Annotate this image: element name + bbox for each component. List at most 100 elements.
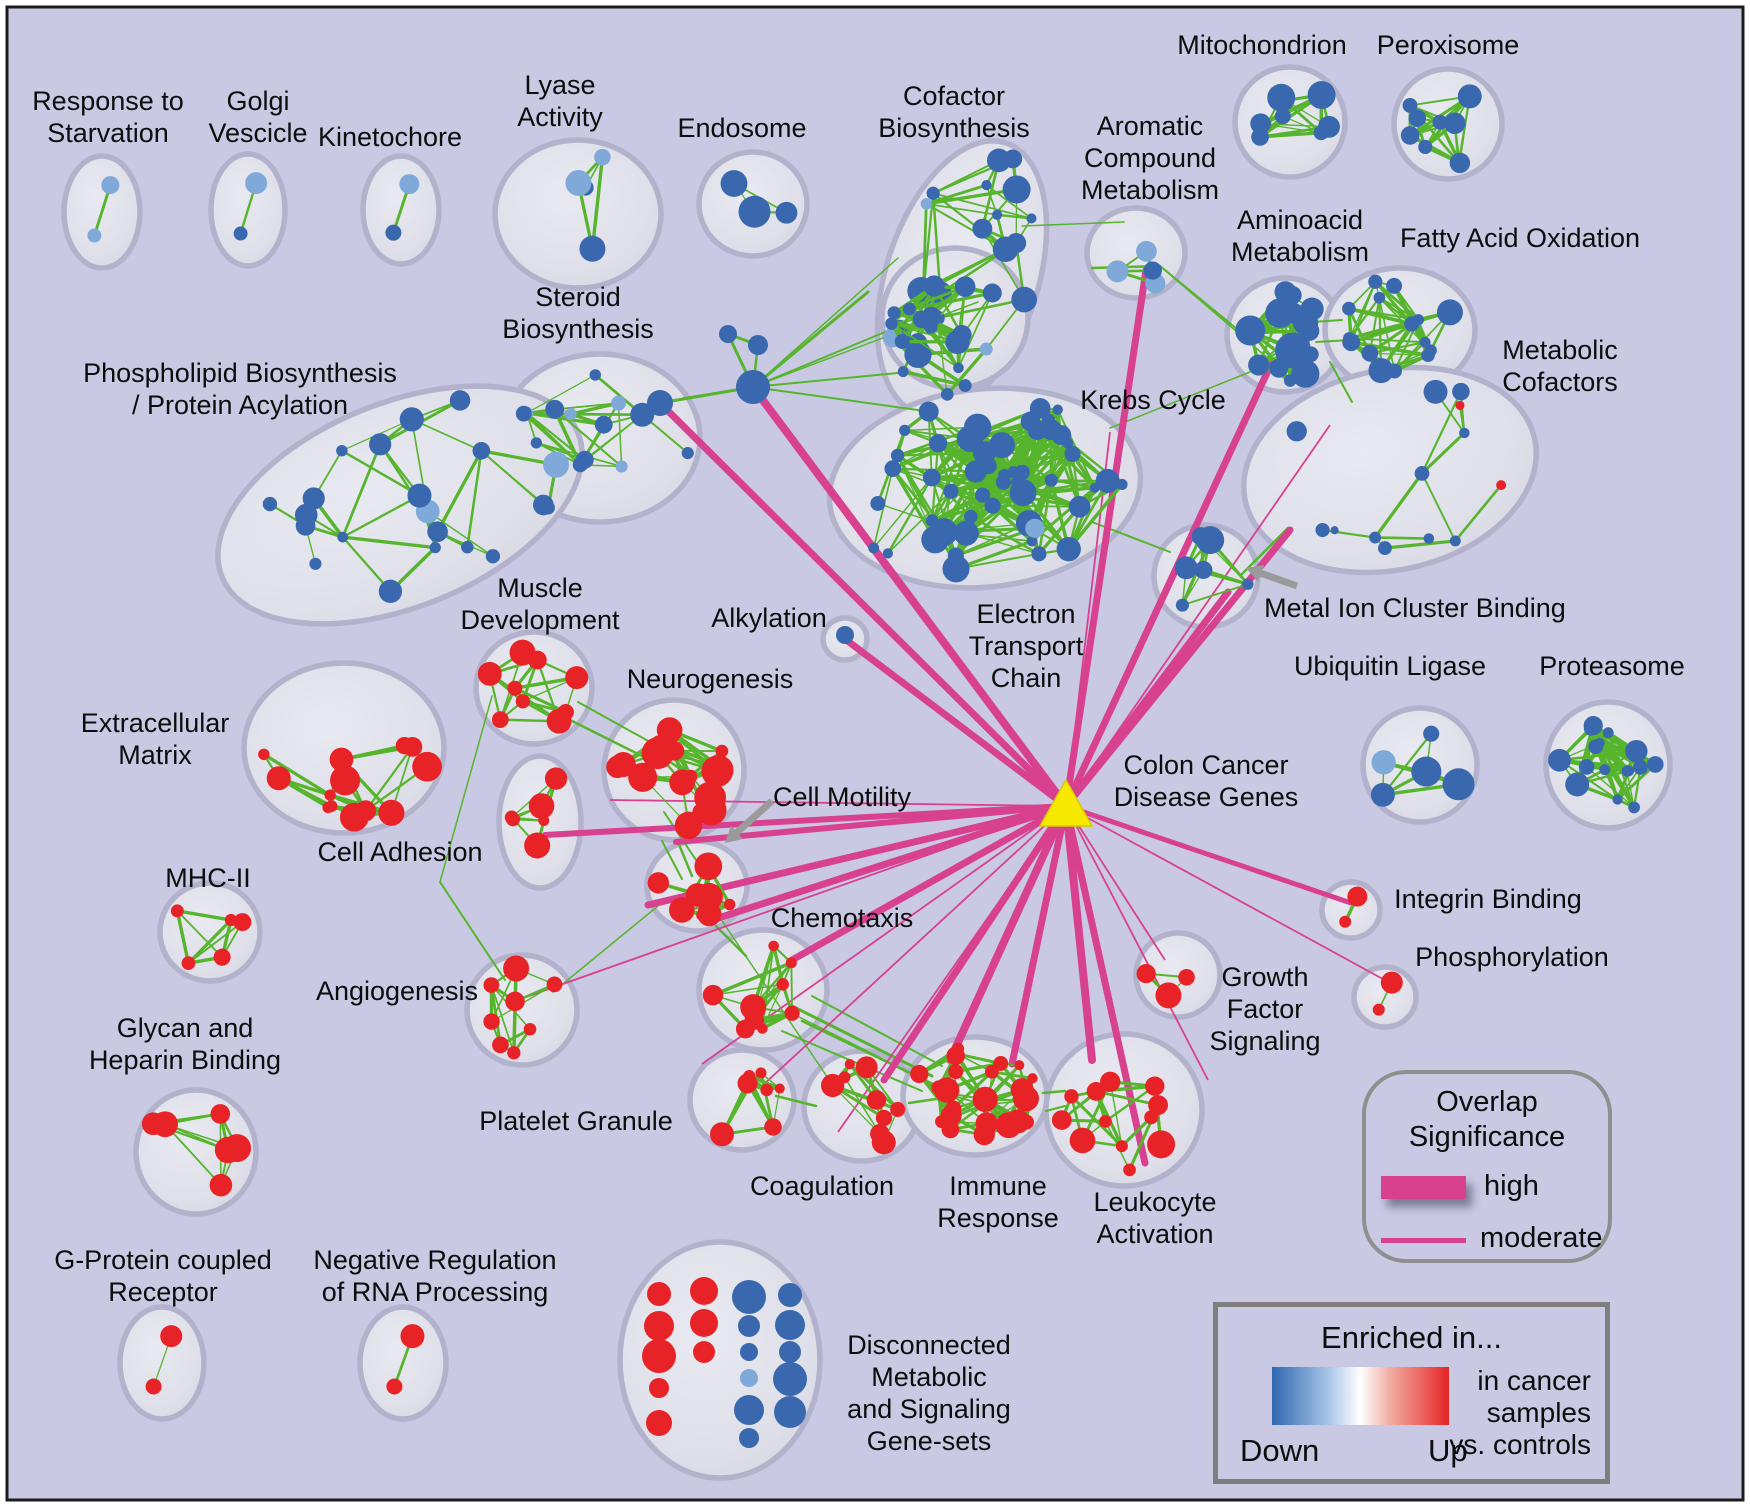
gene-set-node <box>1423 533 1435 544</box>
gene-set-node <box>1419 336 1431 348</box>
cluster-label-proteasome-line1: Proteasome <box>1539 651 1685 681</box>
gene-set-node <box>575 450 594 469</box>
gene-set-node <box>1292 310 1319 336</box>
overlap-edge-high <box>656 399 1070 810</box>
cluster-bubble-mhc-ii <box>157 880 263 984</box>
gene-set-node <box>1370 782 1395 807</box>
disconnected-gene-set-node <box>690 1277 718 1305</box>
cluster-nodes-phosphorylation <box>1372 971 1403 1016</box>
disconnected-gene-set-node <box>773 1362 807 1396</box>
cluster-nodes-coagulation <box>820 1056 906 1155</box>
gene-set-node <box>775 201 798 224</box>
cluster-label-glycan-heparin-binding-line2: Heparin Binding <box>89 1045 281 1075</box>
gene-set-node <box>694 781 727 814</box>
gene-set-node <box>1386 277 1403 294</box>
gene-set-node <box>935 1086 946 1098</box>
inter-cluster-edge <box>439 881 506 981</box>
cluster-nodes-chemotaxis <box>702 940 800 1039</box>
connector-node <box>719 325 737 343</box>
cluster-glycan-heparin-binding <box>141 1104 252 1197</box>
cluster-nodes-endosome <box>720 170 798 228</box>
gene-set-node <box>1628 801 1640 814</box>
gene-set-node <box>964 509 978 524</box>
gene-set-node <box>946 1046 965 1066</box>
overlap-edge-high <box>1062 802 1096 1064</box>
gene-set-node <box>1411 756 1442 787</box>
gene-set-node <box>1106 260 1129 283</box>
gene-set-edge <box>954 1061 1003 1074</box>
gene-set-edge <box>1585 766 1635 809</box>
gene-set-node <box>674 811 703 840</box>
gene-set-node <box>145 1378 162 1395</box>
gene-set-edge <box>924 187 1019 206</box>
cluster-nodes-growth-factor-signaling <box>1136 964 1195 1009</box>
gene-set-node <box>681 446 694 460</box>
gene-set-node <box>920 198 932 210</box>
cluster-nodes-mitochondrion <box>1250 81 1340 146</box>
inter-cluster-edge <box>1045 1105 1066 1112</box>
gene-set-node <box>386 1378 403 1395</box>
cluster-nodes-platelet-granule <box>710 1067 785 1147</box>
inter-cluster-edge <box>560 714 644 758</box>
gene-set-node <box>615 460 628 473</box>
gene-set-node <box>1010 1078 1034 1102</box>
cluster-label-lyase-activity-line2: Activity <box>517 102 603 132</box>
gene-set-edge <box>426 510 494 557</box>
gene-set-node <box>546 708 572 734</box>
gene-set-node <box>524 832 551 859</box>
gene-set-node <box>975 1112 998 1135</box>
gene-set-node <box>1402 97 1418 113</box>
gene-set-node <box>245 172 268 195</box>
gene-set-node <box>1361 344 1379 362</box>
overlap-edge-moderate <box>1065 805 1166 961</box>
gene-set-node <box>1330 526 1339 535</box>
cluster-integrin-binding <box>1339 886 1368 928</box>
cluster-nodes-muscle-development <box>477 639 589 734</box>
overlap-edge-high <box>1063 803 1354 906</box>
gene-set-node <box>369 433 392 456</box>
cluster-chemotaxis <box>702 940 800 1039</box>
gene-set-edge <box>985 184 1033 220</box>
gene-set-node <box>483 1013 500 1030</box>
gene-set-node <box>1449 535 1461 547</box>
gene-set-node <box>641 737 674 770</box>
gene-set-node <box>258 748 270 761</box>
gene-set-edge <box>925 202 1007 251</box>
high-significance-label: high <box>1484 1170 1539 1202</box>
cluster-label-angiogenesis: Angiogenesis <box>316 976 478 1006</box>
cluster-nodes-phospholipid-biosynthesis <box>262 390 570 604</box>
gene-set-node <box>1318 115 1340 138</box>
gene-set-node <box>984 1064 999 1079</box>
cluster-label-glycan-heparin-binding-line1: Glycan and <box>117 1013 254 1043</box>
cluster-response-to-starvation <box>87 176 120 243</box>
gene-set-node <box>1026 213 1037 224</box>
cluster-label-immune-response-line1: Immune <box>949 1171 1047 1201</box>
gene-set-node <box>885 317 898 330</box>
cluster-endosome <box>720 170 798 228</box>
gene-set-node <box>1147 1130 1176 1159</box>
gene-set-node <box>1014 1060 1025 1071</box>
cluster-label-chemotaxis: Chemotaxis <box>771 903 914 933</box>
disconnected-gene-set-node <box>732 1280 766 1314</box>
colon-cancer-disease-genes-label-line2: Disease Genes <box>1114 782 1299 812</box>
gene-set-node <box>1343 332 1356 345</box>
cluster-label-ubiquitin-ligase-line1: Ubiquitin Ligase <box>1294 651 1486 681</box>
cluster-label-alkylation: Alkylation <box>711 603 827 633</box>
gene-set-edge <box>790 961 794 1015</box>
cluster-label-electron-transport-chain-line3: Chain <box>991 663 1062 693</box>
inter-cluster-edge <box>661 840 683 880</box>
cluster-label-disconnected-gene-sets-line1: Disconnected <box>847 1330 1011 1360</box>
gene-set-node <box>1242 578 1254 590</box>
gene-set-node <box>948 1064 964 1080</box>
gene-set-node <box>1275 332 1312 369</box>
gene-set-node <box>160 1325 183 1348</box>
gene-set-node <box>958 379 972 392</box>
gene-set-node <box>1315 522 1330 538</box>
cluster-label-lyase-activity-line1: Lyase <box>524 70 595 100</box>
gene-set-node <box>1006 1109 1031 1134</box>
inter-cluster-edge <box>714 924 748 958</box>
gene-set-node <box>696 910 707 921</box>
gene-set-node <box>963 413 992 441</box>
gene-set-node <box>1064 1089 1079 1104</box>
